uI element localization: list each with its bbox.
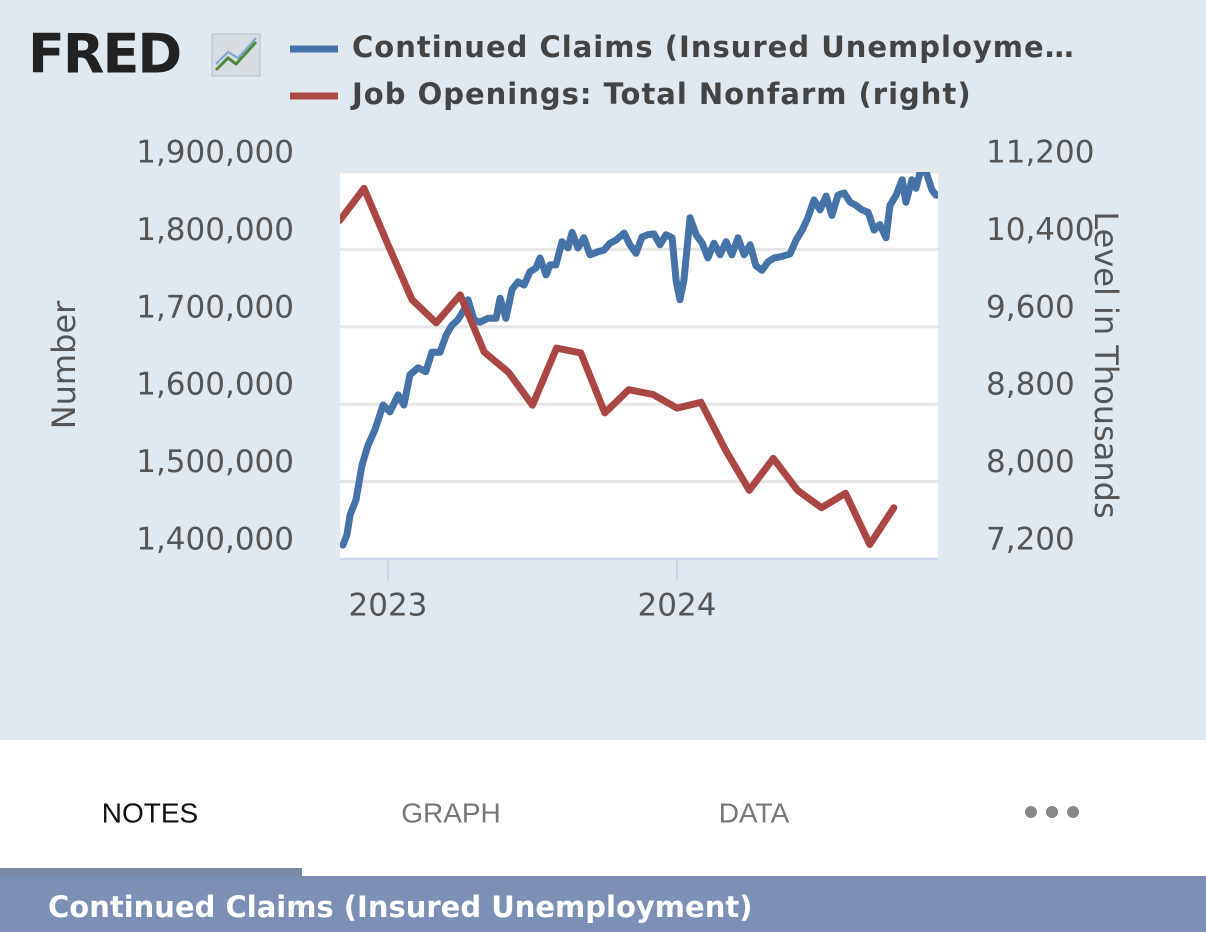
y-tick-label: 1,700,000 bbox=[136, 289, 294, 325]
tab-notes[interactable]: NOTES bbox=[102, 797, 198, 828]
y-tick-label: 1,600,000 bbox=[136, 367, 294, 403]
y2-tick-label: 10,400 bbox=[986, 212, 1094, 248]
y2-tick-label: 11,200 bbox=[986, 135, 1094, 171]
y-tick-label: 1,400,000 bbox=[136, 522, 294, 558]
x-tick-label: 2023 bbox=[349, 588, 428, 624]
series-line bbox=[340, 172, 938, 549]
y-tick-label: 1,800,000 bbox=[136, 212, 294, 248]
series-group bbox=[340, 172, 938, 549]
y2-axis-title: Level in Thousands bbox=[1087, 211, 1125, 518]
y-tick-label: 1,900,000 bbox=[136, 135, 294, 171]
logo[interactable]: FRED bbox=[28, 23, 182, 86]
y-tick-label: 1,500,000 bbox=[136, 444, 294, 480]
y2-tick-label: 9,600 bbox=[986, 289, 1075, 325]
x-tick-label: 2024 bbox=[638, 588, 717, 624]
series-line bbox=[340, 184, 898, 548]
tab-indicator bbox=[0, 868, 302, 876]
section-title: Continued Claims (Insured Unemployment) bbox=[48, 890, 752, 924]
more-button[interactable] bbox=[1025, 806, 1079, 818]
tab-bar bbox=[0, 740, 1206, 876]
tab-data[interactable]: DATA bbox=[719, 797, 790, 828]
y-axis-title: Number bbox=[45, 300, 83, 429]
y2-tick-label: 7,200 bbox=[986, 522, 1075, 558]
logo-icon bbox=[211, 33, 261, 77]
legend-label: Continued Claims (Insured Unemployme… bbox=[352, 30, 1075, 64]
y2-tick-label: 8,000 bbox=[986, 444, 1075, 480]
tab-graph[interactable]: GRAPH bbox=[401, 797, 501, 828]
y2-tick-label: 8,800 bbox=[986, 367, 1075, 403]
legend-label: Job Openings: Total Nonfarm (right) bbox=[350, 77, 972, 111]
section-header bbox=[0, 876, 1206, 932]
